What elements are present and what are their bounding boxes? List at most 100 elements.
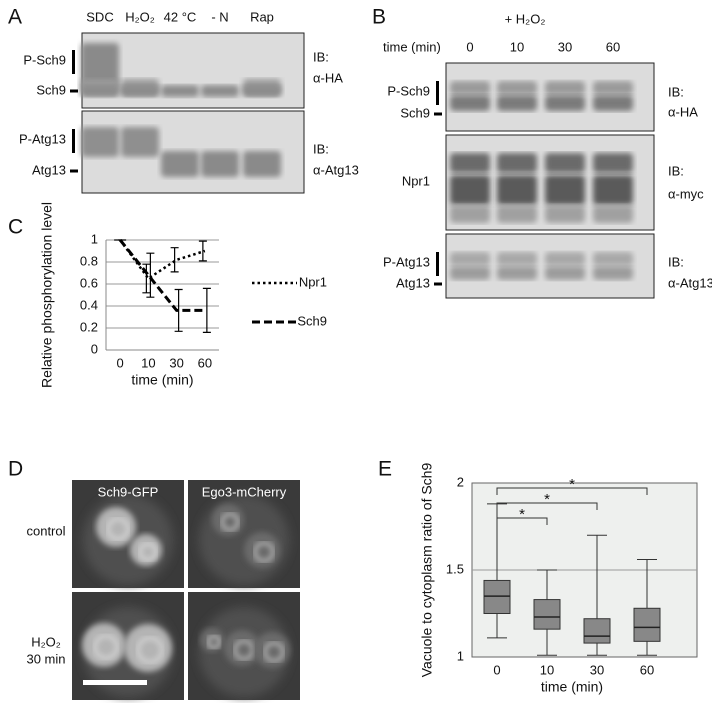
- blot-band: [161, 85, 199, 97]
- legend-label: Sch9: [297, 313, 327, 328]
- panel-label: D: [8, 458, 23, 481]
- row-label: control: [26, 523, 65, 538]
- band-bracket: [72, 129, 75, 153]
- legend-label: Npr1: [299, 274, 327, 289]
- cell: [244, 532, 280, 568]
- blot-band: [450, 175, 490, 205]
- significance-star: *: [569, 476, 575, 493]
- blot-band: [545, 266, 585, 280]
- y-tick-label: 1: [91, 231, 98, 246]
- cell: [254, 632, 290, 668]
- band-label: P-Sch9: [387, 83, 430, 98]
- y-tick-label: 0.8: [80, 253, 98, 268]
- y-tick-label: 1.5: [446, 561, 464, 576]
- blot-band: [497, 266, 537, 280]
- lane-label: 42 °C: [164, 9, 197, 24]
- cell-rim: [138, 542, 158, 562]
- lane-label: Rap: [250, 9, 274, 24]
- x-axis-title: time (min): [131, 372, 193, 388]
- lane-label: H₂O₂: [125, 9, 155, 24]
- box: [633, 607, 661, 642]
- cell-rim: [206, 634, 222, 650]
- error-bar: [142, 263, 151, 294]
- blot-band: [81, 127, 119, 157]
- lane-label: - N: [211, 9, 228, 24]
- x-tick-label: 60: [198, 355, 212, 370]
- ib-label: IB:: [668, 254, 684, 269]
- blot-band: [593, 81, 633, 95]
- blot-band: [450, 153, 490, 173]
- blot-band: [593, 153, 633, 173]
- ib-label: IB:: [313, 141, 329, 156]
- blot-band: [545, 95, 585, 111]
- antibody-label: α-HA: [313, 70, 343, 85]
- y-tick-label: 2: [457, 474, 464, 489]
- error-bar: [146, 252, 155, 298]
- cell: [124, 624, 172, 672]
- blot-band: [243, 151, 281, 177]
- band-label: P-Sch9: [23, 52, 66, 67]
- blot-band: [121, 127, 159, 157]
- cell: [96, 507, 136, 547]
- lane-label: 60: [606, 39, 620, 54]
- ib-label: IB:: [313, 49, 329, 64]
- panel-label: A: [8, 6, 22, 29]
- blot-band: [81, 43, 119, 88]
- antibody-label: α-Atg13: [668, 275, 712, 290]
- band-label: Npr1: [402, 173, 430, 188]
- blot-band: [545, 153, 585, 173]
- x-tick-label: 10: [540, 662, 554, 677]
- treatment-label: + H₂O₂: [505, 11, 546, 26]
- blot-band: [161, 151, 199, 177]
- time-label: time (min): [383, 39, 441, 54]
- band-tick: [70, 89, 78, 93]
- blot-band: [593, 95, 633, 111]
- panel-label: B: [372, 6, 386, 29]
- blot-band: [497, 81, 537, 95]
- antibody-label: α-HA: [668, 104, 698, 119]
- error-bar: [198, 240, 207, 262]
- blot-band: [593, 252, 633, 266]
- column-label: Sch9-GFP: [98, 484, 159, 499]
- x-tick-label: 30: [169, 355, 183, 370]
- blot-band: [243, 85, 281, 97]
- lane-label: 30: [558, 39, 572, 54]
- blot-band: [450, 266, 490, 280]
- blot-band: [593, 266, 633, 280]
- x-tick-label: 30: [590, 662, 604, 677]
- lane-label: 0: [466, 39, 473, 54]
- significance-bracket: [496, 502, 598, 510]
- cell: [130, 534, 162, 566]
- error-bar: [170, 247, 179, 273]
- y-axis-title: Relative phosphorylation level: [39, 202, 55, 388]
- x-tick-label: 0: [117, 355, 124, 370]
- x-axis-title: time (min): [541, 679, 603, 695]
- significance-star: *: [519, 506, 525, 523]
- panel-label: C: [8, 216, 23, 239]
- blot-band: [450, 205, 490, 223]
- panel-label: E: [378, 458, 392, 481]
- band-label: Sch9: [400, 105, 430, 120]
- blot-band: [201, 151, 239, 177]
- band-label: Atg13: [32, 162, 66, 177]
- lane-label: SDC: [86, 9, 113, 24]
- blot-band: [497, 175, 537, 205]
- blot-band: [450, 95, 490, 111]
- blot-band: [497, 205, 537, 223]
- cell-rim: [263, 641, 285, 663]
- antibody-label: α-Atg13: [313, 162, 359, 177]
- cell-rim: [93, 634, 119, 660]
- blot-band: [545, 175, 585, 205]
- band-label: Sch9: [36, 82, 66, 97]
- band-label: P-Atg13: [19, 131, 66, 146]
- cell-rim: [106, 517, 130, 541]
- blot-band: [450, 252, 490, 266]
- box: [533, 599, 561, 630]
- significance-star: *: [544, 491, 550, 508]
- blot-band: [545, 252, 585, 266]
- error-bar: [174, 288, 183, 332]
- error-bar: [202, 287, 211, 333]
- blot-band: [593, 175, 633, 205]
- line: [118, 239, 205, 312]
